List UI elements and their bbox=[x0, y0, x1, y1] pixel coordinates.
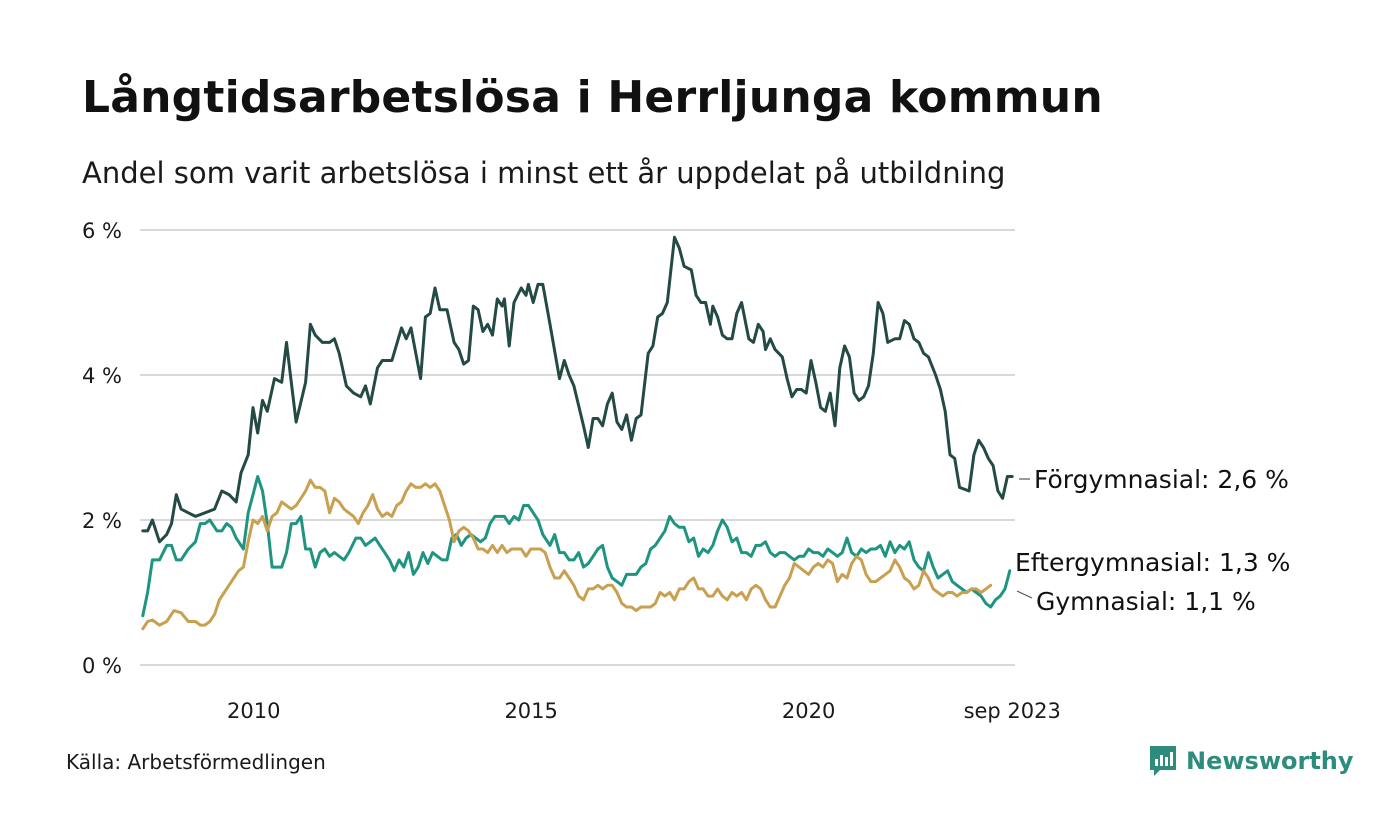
label-leader bbox=[1016, 590, 1033, 599]
series-label: Gymnasial: 1,1 % bbox=[1036, 587, 1256, 616]
chart-title: Långtidsarbetslösa i Herrljunga kommun bbox=[82, 72, 1103, 123]
x-tick-label: sep 2023 bbox=[964, 699, 1061, 723]
brand-logo[interactable]: Newsworthy bbox=[1148, 744, 1354, 778]
series-line-förgymnasial bbox=[141, 235, 1014, 544]
y-tick-label: 4 % bbox=[82, 364, 122, 388]
line-chart: 0 % 2 % 4 % 6 % 2010 2015 2020 sep 2023 Förgymna… bbox=[82, 219, 1290, 723]
chart-subtitle: Andel som varit arbetslösa i minst ett å… bbox=[82, 156, 1006, 190]
source-note: Källa: Arbetsförmedlingen bbox=[66, 750, 326, 774]
brand-name: Newsworthy bbox=[1186, 747, 1354, 775]
bar-chart-logo-icon bbox=[1150, 746, 1176, 776]
y-tick-label: 2 % bbox=[82, 509, 122, 533]
x-tick-label: 2015 bbox=[504, 699, 557, 723]
series-label: Förgymnasial: 2,6 % bbox=[1034, 465, 1289, 494]
x-tick-label: 2010 bbox=[227, 699, 280, 723]
series-line-eftergymnasial bbox=[141, 475, 1012, 618]
y-tick-label: 0 % bbox=[82, 654, 122, 678]
y-tick-label: 6 % bbox=[82, 219, 122, 243]
series-label: Eftergymnasial: 1,3 % bbox=[1015, 548, 1290, 577]
series-line-gymnasial bbox=[141, 478, 993, 631]
x-tick-label: 2020 bbox=[782, 699, 835, 723]
